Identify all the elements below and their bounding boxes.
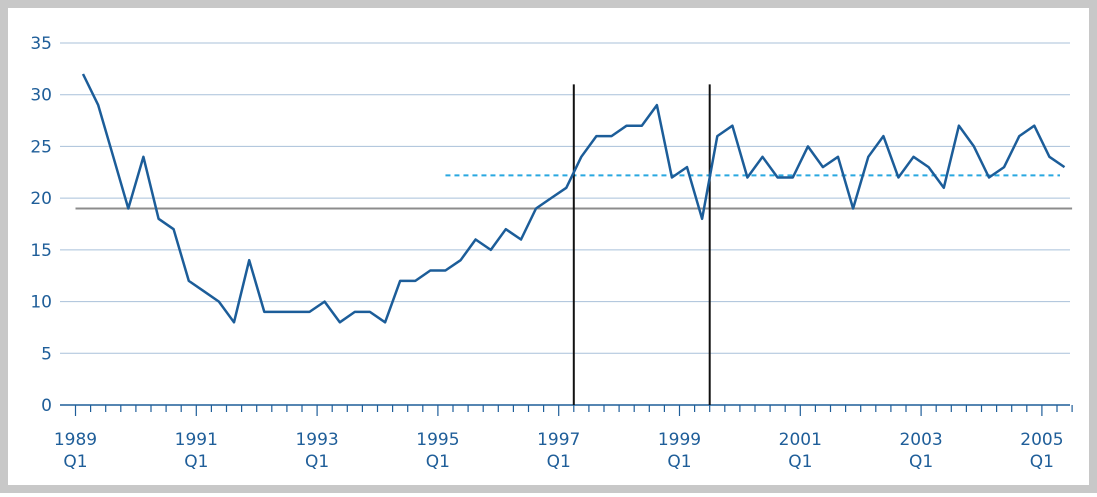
y-tick-label: 0 bbox=[41, 396, 52, 416]
x-tick-label: 1989 Q1 bbox=[54, 430, 97, 472]
y-tick-label: 10 bbox=[30, 293, 52, 313]
x-tick-label: 2003 Q1 bbox=[899, 430, 942, 472]
y-tick-label: 30 bbox=[30, 86, 52, 106]
x-tick-label: 2005 Q1 bbox=[1020, 430, 1063, 472]
x-tick-label: 1995 Q1 bbox=[416, 430, 459, 472]
x-tick-label: 1993 Q1 bbox=[295, 430, 338, 472]
x-tick-label: 2001 Q1 bbox=[779, 430, 822, 472]
y-tick-label: 15 bbox=[30, 241, 52, 261]
y-tick-label: 25 bbox=[30, 137, 52, 157]
y-tick-label: 5 bbox=[41, 344, 52, 364]
x-tick-label: 1999 Q1 bbox=[658, 430, 701, 472]
x-tick-label: 1997 Q1 bbox=[537, 430, 580, 472]
x-tick-label: 1991 Q1 bbox=[175, 430, 218, 472]
series-line bbox=[81, 73, 1066, 324]
y-tick-label: 35 bbox=[30, 34, 52, 54]
y-tick-label: 20 bbox=[30, 189, 52, 209]
